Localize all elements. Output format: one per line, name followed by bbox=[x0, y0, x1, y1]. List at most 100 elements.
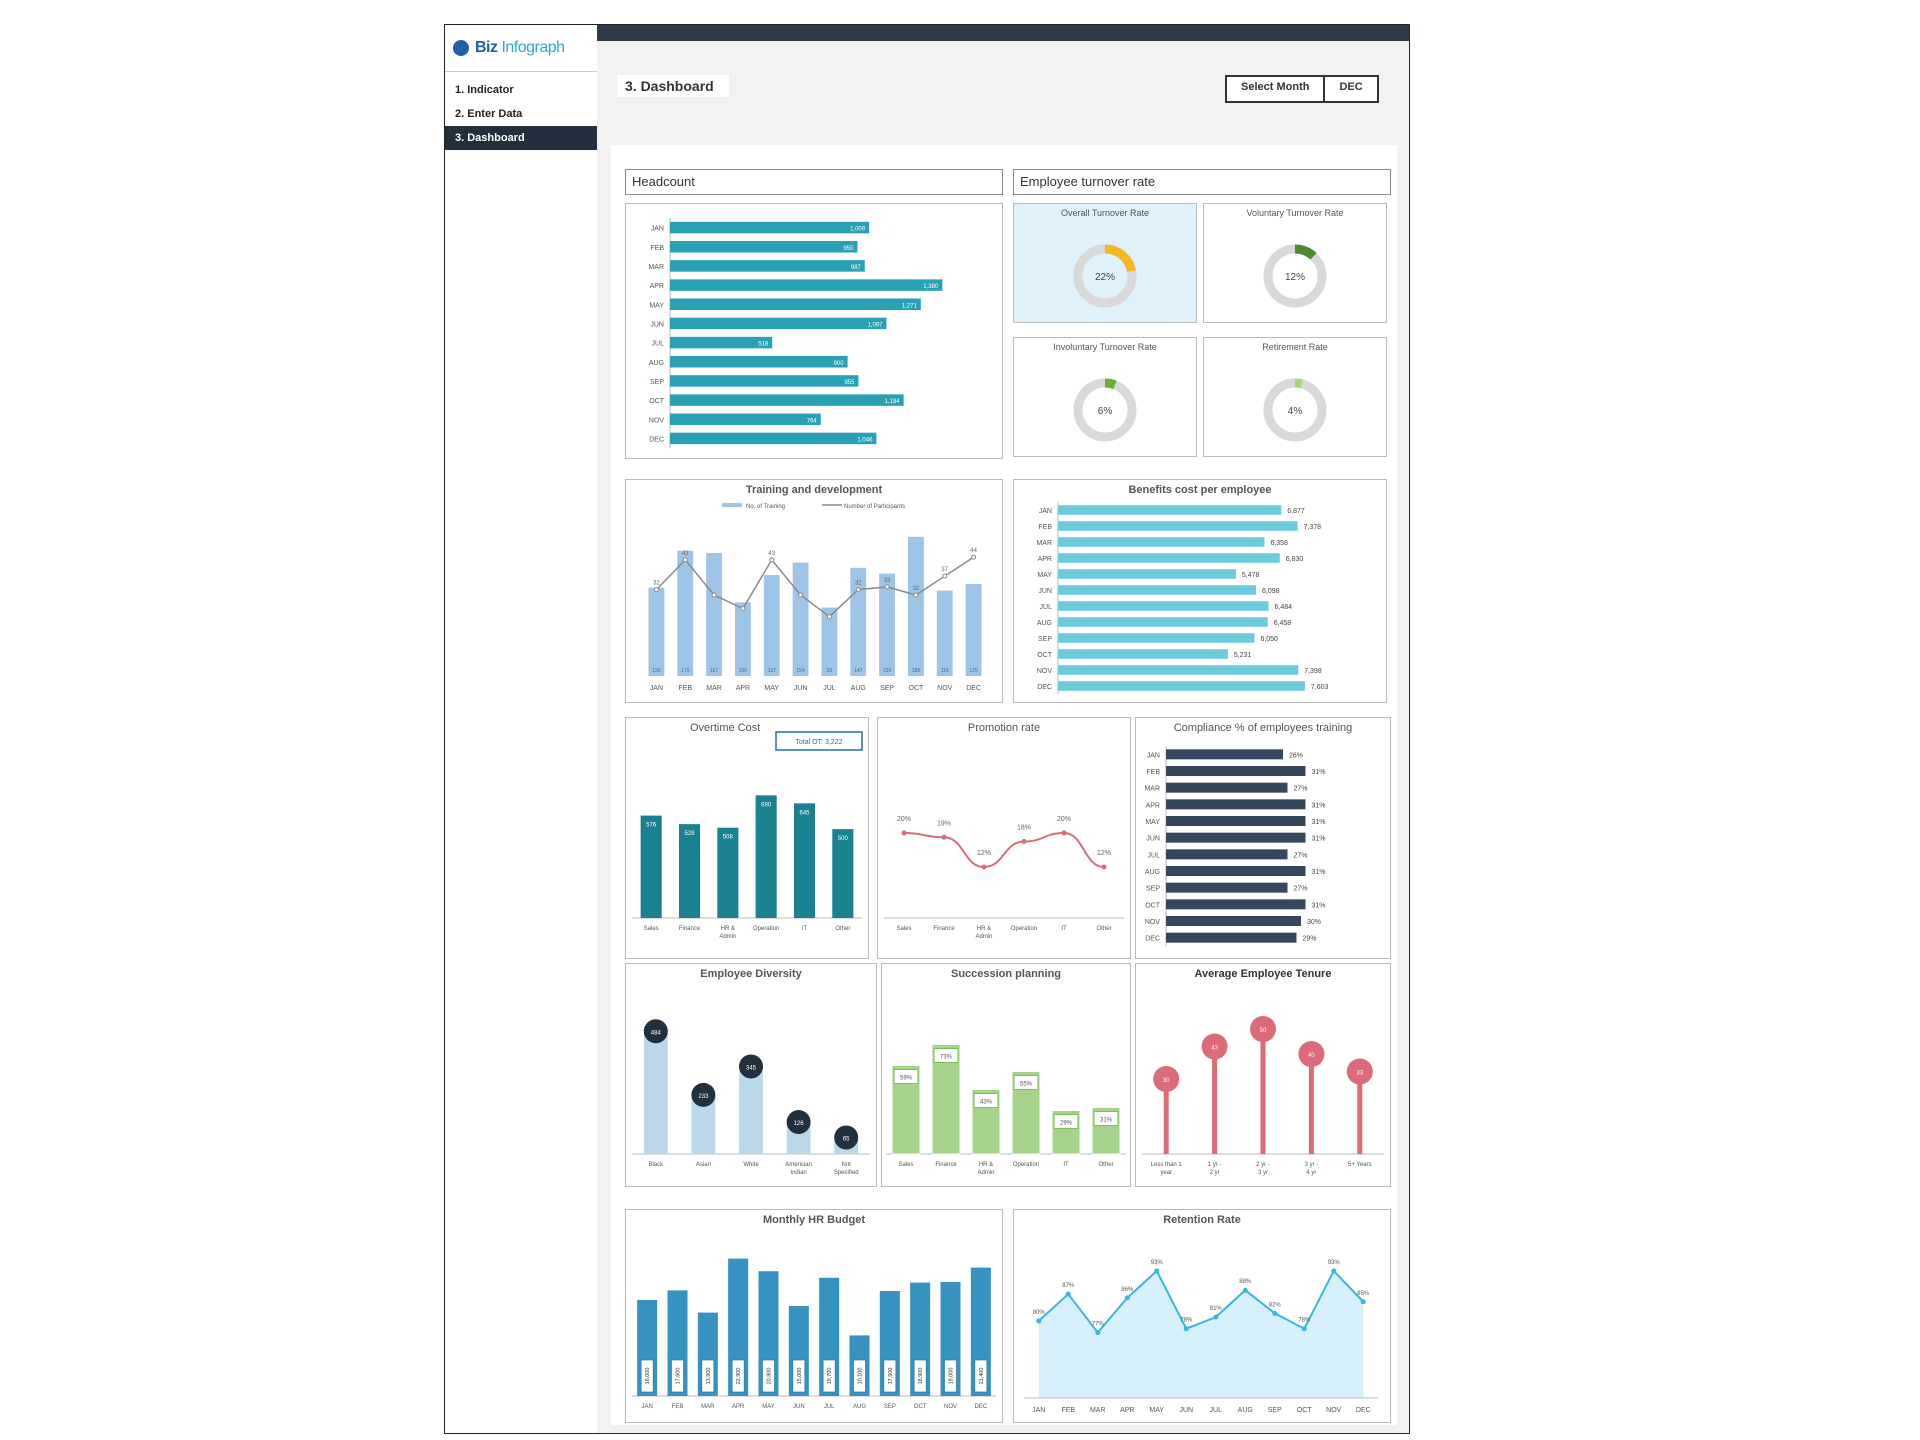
logo-accent: Infograph bbox=[501, 39, 565, 56]
tick-label: 5+ Years bbox=[1348, 1162, 1372, 1168]
bar bbox=[1166, 882, 1288, 893]
bar bbox=[793, 803, 816, 918]
main-area: 3. Dashboard Select Month DEC Headcount … bbox=[597, 41, 1409, 1433]
data-label: 20% bbox=[1057, 816, 1071, 823]
bar bbox=[739, 1066, 763, 1154]
tenure-panel: Average Employee Tenure 30 Less than 1 yea… bbox=[1135, 963, 1391, 1187]
tick-label: Operation bbox=[753, 926, 779, 932]
donut-overall: 22% bbox=[1073, 244, 1137, 308]
overtime-title: Overtime Cost bbox=[690, 722, 761, 734]
data-label: 29% bbox=[1060, 1121, 1073, 1127]
select-month-value[interactable]: DEC bbox=[1323, 77, 1376, 101]
tick-label: SEP bbox=[884, 1404, 896, 1410]
data-label: 33 bbox=[884, 578, 891, 584]
bar bbox=[832, 829, 854, 918]
bar bbox=[734, 602, 751, 676]
bar bbox=[1058, 569, 1236, 579]
bar bbox=[1308, 1054, 1314, 1154]
headcount-chart: JAN 1,009 FEB 950 MAR 987 APR 1,380 MAY 1,271 JUN 1… bbox=[648, 218, 943, 448]
line-point bbox=[798, 592, 804, 598]
data-label: 37 bbox=[941, 567, 948, 573]
overtime-panel: Overtime Cost Sales 576 Finance 528 HR & Admi… bbox=[625, 717, 869, 959]
tick-label: JUN bbox=[794, 685, 808, 692]
data-label: 1,184 bbox=[885, 399, 901, 405]
tick-label: JUL bbox=[1148, 852, 1161, 859]
bar bbox=[1166, 899, 1306, 910]
tick-label: MAR bbox=[648, 264, 664, 271]
label-box bbox=[1053, 1114, 1079, 1129]
data-label: 6,458 bbox=[1274, 620, 1292, 627]
headcount-panel: JAN 1,009 FEB 950 MAR 987 APR 1,380 MAY 1,271 JUN 1… bbox=[625, 203, 1003, 459]
sidebar-item-indicator[interactable]: 1. Indicator bbox=[455, 84, 514, 96]
bar bbox=[763, 575, 780, 676]
tick-label: SEP bbox=[880, 685, 894, 692]
retention-title: Retention Rate bbox=[1163, 1214, 1241, 1226]
data-label: 139 bbox=[883, 668, 892, 674]
bar bbox=[1166, 916, 1301, 926]
tick-label: FEB bbox=[1146, 769, 1160, 776]
bar bbox=[850, 567, 867, 676]
tick-label: 2 yr - bbox=[1256, 1162, 1270, 1168]
data-label: 31% bbox=[1312, 802, 1326, 809]
tick-label: SEP bbox=[650, 379, 664, 386]
bar bbox=[670, 432, 877, 445]
tick-label: DEC bbox=[966, 685, 981, 692]
bar bbox=[1058, 553, 1280, 563]
line-point bbox=[1301, 1326, 1307, 1332]
tick-label: JAN bbox=[1039, 508, 1052, 515]
logo-main: Biz bbox=[475, 39, 498, 56]
data-label: 59% bbox=[900, 1076, 913, 1082]
tick-label: JAN bbox=[1032, 1407, 1045, 1414]
tick-label: NOV bbox=[944, 1404, 957, 1410]
bar bbox=[670, 375, 859, 387]
month-selector[interactable]: Select Month DEC bbox=[1225, 75, 1379, 103]
tick-label: APR bbox=[732, 1404, 745, 1410]
tick-label: NOV bbox=[1326, 1407, 1342, 1414]
sidebar-item-enter-data[interactable]: 2. Enter Data bbox=[455, 108, 523, 120]
tick-label: Indian bbox=[790, 1170, 806, 1176]
tick-label: Other bbox=[1098, 1162, 1113, 1168]
line-point bbox=[653, 587, 659, 593]
tick-label: MAR bbox=[1036, 540, 1052, 547]
data-label: 17,500 bbox=[888, 1368, 894, 1385]
bar bbox=[965, 583, 982, 676]
bar bbox=[670, 317, 887, 330]
tick-label: Admin bbox=[977, 1170, 994, 1176]
data-label: 82% bbox=[1269, 1302, 1282, 1308]
training-title: Training and development bbox=[745, 484, 883, 496]
bar bbox=[1166, 932, 1297, 943]
data-label: 93% bbox=[1328, 1260, 1341, 1266]
tick-label: JAN bbox=[641, 1404, 652, 1410]
data-label: 19,000 bbox=[949, 1368, 955, 1385]
bar bbox=[1166, 832, 1306, 843]
label-box bbox=[933, 1048, 959, 1063]
label-box bbox=[640, 1359, 654, 1393]
bar bbox=[1058, 537, 1265, 547]
data-label: 12% bbox=[977, 850, 991, 857]
data-label: 93% bbox=[1151, 1260, 1164, 1266]
line-point bbox=[941, 834, 947, 840]
data-label: 950 bbox=[843, 246, 854, 252]
data-label: 32 bbox=[653, 581, 660, 587]
bar bbox=[1166, 766, 1306, 776]
bar bbox=[677, 550, 694, 676]
value-bubble bbox=[786, 1110, 811, 1135]
label-box bbox=[1013, 1075, 1039, 1090]
line-point bbox=[826, 614, 832, 620]
series-line bbox=[655, 556, 974, 618]
data-label: 1,097 bbox=[867, 322, 883, 328]
sidebar-item-dashboard[interactable]: 3. Dashboard bbox=[445, 126, 597, 150]
data-label: 1,380 bbox=[923, 284, 939, 290]
data-label: 18,900 bbox=[918, 1368, 924, 1385]
tick-label: AUG bbox=[851, 685, 866, 692]
bar bbox=[1357, 1071, 1363, 1154]
tick-label: FEB bbox=[1061, 1407, 1075, 1414]
data-label: 5,231 bbox=[1234, 652, 1252, 659]
tick-label: Operation bbox=[1013, 1162, 1039, 1168]
tick-label: FEB bbox=[672, 1404, 684, 1410]
data-label: 484 bbox=[651, 1030, 662, 1036]
donut-value: 22% bbox=[1095, 272, 1115, 283]
data-label: 12% bbox=[1097, 850, 1111, 857]
succession-title: Succession planning bbox=[950, 968, 1062, 980]
select-month-label: Select Month bbox=[1241, 81, 1310, 93]
